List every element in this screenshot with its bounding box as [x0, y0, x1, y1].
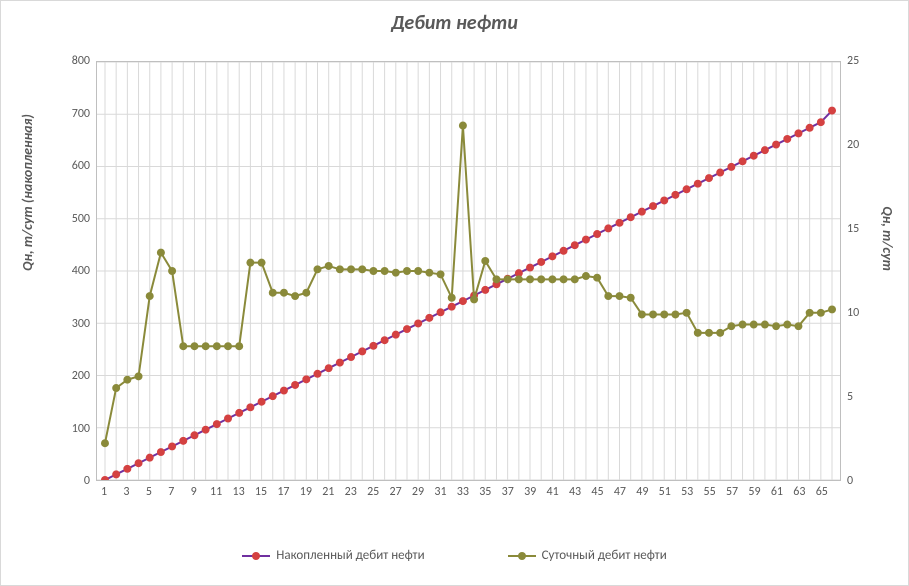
y-left-tick: 500: [72, 212, 90, 226]
y-left-tick: 400: [72, 264, 90, 278]
y-axis-left-label: Qн, т/сут (накопленная): [19, 114, 36, 271]
x-tick: 25: [367, 485, 379, 499]
plot-area: 0100200300400500600700800051015202513579…: [96, 61, 841, 481]
x-tick: 19: [300, 485, 312, 499]
chart-container: Дебит нефти Qн, т/сут (накопленная) Qн, …: [0, 0, 909, 586]
y-right-tick: 0: [847, 474, 853, 488]
chart-title: Дебит нефти: [1, 1, 908, 35]
x-tick: 7: [168, 485, 174, 499]
y-left-tick: 100: [72, 422, 90, 436]
legend-item-cumulative: Накопленный дебит нефти: [242, 548, 424, 563]
x-tick: 23: [345, 485, 357, 499]
x-tick: 51: [659, 485, 671, 499]
y-left-tick: 300: [72, 317, 90, 331]
x-tick: 55: [704, 485, 716, 499]
x-tick: 17: [277, 485, 289, 499]
legend: Накопленный дебит нефти Суточный дебит н…: [1, 546, 908, 564]
legend-swatch-2: [508, 555, 536, 557]
x-tick: 47: [614, 485, 626, 499]
x-tick: 9: [191, 485, 197, 499]
y-axis-right-label: Qн, т/сут: [879, 206, 896, 271]
x-tick: 53: [681, 485, 693, 499]
x-tick: 3: [123, 485, 129, 499]
x-tick: 65: [816, 485, 828, 499]
y-left-tick: 700: [72, 107, 90, 121]
legend-item-daily: Суточный дебит нефти: [508, 548, 667, 563]
y-left-tick: 600: [72, 159, 90, 173]
y-right-tick: 20: [847, 138, 859, 152]
legend-marker-2: [518, 552, 526, 560]
x-tick: 21: [322, 485, 334, 499]
x-tick: 11: [210, 485, 222, 499]
x-tick: 29: [412, 485, 424, 499]
legend-label-2: Суточный дебит нефти: [542, 548, 667, 563]
x-tick: 15: [255, 485, 267, 499]
y-left-tick: 0: [84, 474, 90, 488]
x-tick: 45: [591, 485, 603, 499]
y-right-tick: 10: [847, 306, 859, 320]
legend-marker-1: [252, 552, 260, 560]
x-tick: 43: [569, 485, 581, 499]
x-tick: 41: [547, 485, 559, 499]
y-right-tick: 15: [847, 222, 859, 236]
x-tick: 57: [726, 485, 738, 499]
y-right-tick: 25: [847, 54, 859, 68]
y-right-tick: 5: [847, 390, 853, 404]
x-tick: 27: [390, 485, 402, 499]
x-tick: 13: [232, 485, 244, 499]
legend-swatch-1: [242, 555, 270, 557]
x-tick: 39: [524, 485, 536, 499]
legend-label-1: Накопленный дебит нефти: [276, 548, 424, 563]
plot-svg: [96, 61, 841, 481]
x-tick: 63: [793, 485, 805, 499]
y-left-tick: 800: [72, 54, 90, 68]
x-tick: 1: [101, 485, 107, 499]
x-tick: 49: [636, 485, 648, 499]
x-tick: 5: [146, 485, 152, 499]
x-tick: 59: [748, 485, 760, 499]
x-tick: 61: [771, 485, 783, 499]
x-tick: 37: [502, 485, 514, 499]
x-tick: 35: [479, 485, 491, 499]
x-tick: 31: [434, 485, 446, 499]
x-tick: 33: [457, 485, 469, 499]
y-left-tick: 200: [72, 369, 90, 383]
